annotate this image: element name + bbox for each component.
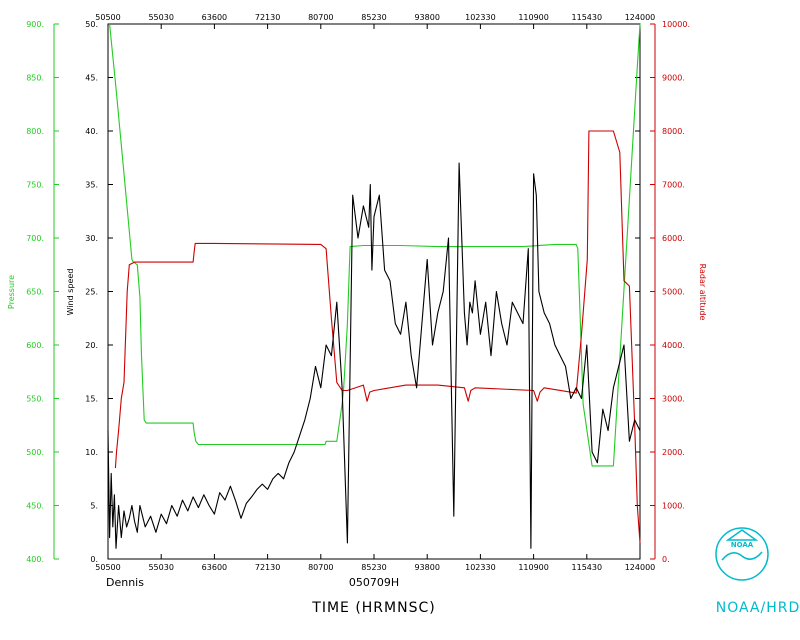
x-top-tick-label: 72130: [255, 13, 280, 22]
pressure-tick-label: 650.: [26, 288, 44, 297]
wind-tick-label: 10.: [85, 448, 98, 457]
radar-tick-label: 7000.: [662, 181, 685, 190]
pressure-tick-label: 400.: [26, 555, 44, 564]
radar-tick-label: 0.: [662, 555, 670, 564]
wind-series-line: [107, 162, 641, 549]
x-tick-label: 93800: [414, 563, 439, 572]
x-top-tick-label: 80700: [308, 13, 333, 22]
x-tick-label: 50500: [95, 563, 120, 572]
x-top-tick-label: 50500: [95, 13, 120, 22]
wind-tick-label: 50.: [85, 20, 98, 29]
wind-tick-label: 20.: [85, 341, 98, 350]
wind-tick-label: 25.: [85, 288, 98, 297]
radar-tick-label: 3000.: [662, 395, 685, 404]
wind-tick-label: 45.: [85, 74, 98, 83]
wind-tick-label: 40.: [85, 127, 98, 136]
x-tick-label: 63600: [202, 563, 227, 572]
wind-tick-label: 0.: [90, 555, 98, 564]
pressure-tick-label: 850.: [26, 74, 44, 83]
radar-series-line: [114, 130, 641, 544]
x-top-tick-label: 63600: [202, 13, 227, 22]
x-top-tick-label: 85230: [361, 13, 386, 22]
ticks-layer: 50500 55030 63600 72130 80700 85230 93800 10233…: [26, 13, 690, 572]
agency-label: NOAA/HRD: [716, 600, 800, 616]
pressure-axis-title: Pressure: [7, 275, 16, 309]
x-tick-label: 115430: [572, 563, 603, 572]
noaa-logo-icon: NOAA: [715, 527, 769, 581]
pressure-tick-label: 800.: [26, 127, 44, 136]
wind-tick-label: 35.: [85, 181, 98, 190]
radar-axis-title: Radar altitude: [698, 264, 707, 321]
x-tick-label: 72130: [255, 563, 280, 572]
pressure-tick-label: 450.: [26, 502, 44, 511]
radar-tick-label: 6000.: [662, 234, 685, 243]
x-top-tick-label: 124000: [625, 13, 656, 22]
radar-tick-label: 1000.: [662, 502, 685, 511]
radar-tick-label: 8000.: [662, 127, 685, 136]
pressure-tick-label: 550.: [26, 395, 44, 404]
wind-tick-label: 5.: [90, 502, 98, 511]
pressure-tick-label: 600.: [26, 341, 44, 350]
x-tick-label: 80700: [308, 563, 333, 572]
x-tick-label: 102330: [465, 563, 496, 572]
plot-frame: [107, 23, 641, 560]
pressure-tick-label: 700.: [26, 234, 44, 243]
x-top-tick-label: 110900: [518, 13, 549, 22]
radar-tick-label: 4000.: [662, 341, 685, 350]
flight-id: 050709H: [349, 576, 399, 589]
radar-tick-label: 10000.: [662, 20, 690, 29]
radar-tick-label: 5000.: [662, 288, 685, 297]
x-tick-label: 55030: [148, 563, 173, 572]
noaa-logo-text: NOAA: [731, 541, 754, 549]
x-axis-title: TIME (HRMNSC): [311, 600, 435, 616]
storm-name: Dennis: [106, 576, 144, 589]
radar-tick-label: 2000.: [662, 448, 685, 457]
wind-tick-label: 30.: [85, 234, 98, 243]
pressure-tick-label: 500.: [26, 448, 44, 457]
pressure-tick-label: 750.: [26, 181, 44, 190]
x-tick-label: 110900: [518, 563, 549, 572]
x-top-tick-label: 115430: [572, 13, 603, 22]
pressure-tick-label: 900.: [26, 20, 44, 29]
wind-tick-label: 15.: [85, 395, 98, 404]
wind-axis-title: Wind speed: [66, 269, 75, 316]
x-tick-label: 124000: [625, 563, 656, 572]
radar-tick-label: 9000.: [662, 74, 685, 83]
series-layer: [107, 23, 641, 549]
pressure-series-line: [109, 23, 641, 467]
x-top-tick-label: 93800: [414, 13, 439, 22]
x-tick-label: 85230: [361, 563, 386, 572]
x-top-tick-label: 102330: [465, 13, 496, 22]
x-top-tick-label: 55030: [148, 13, 173, 22]
